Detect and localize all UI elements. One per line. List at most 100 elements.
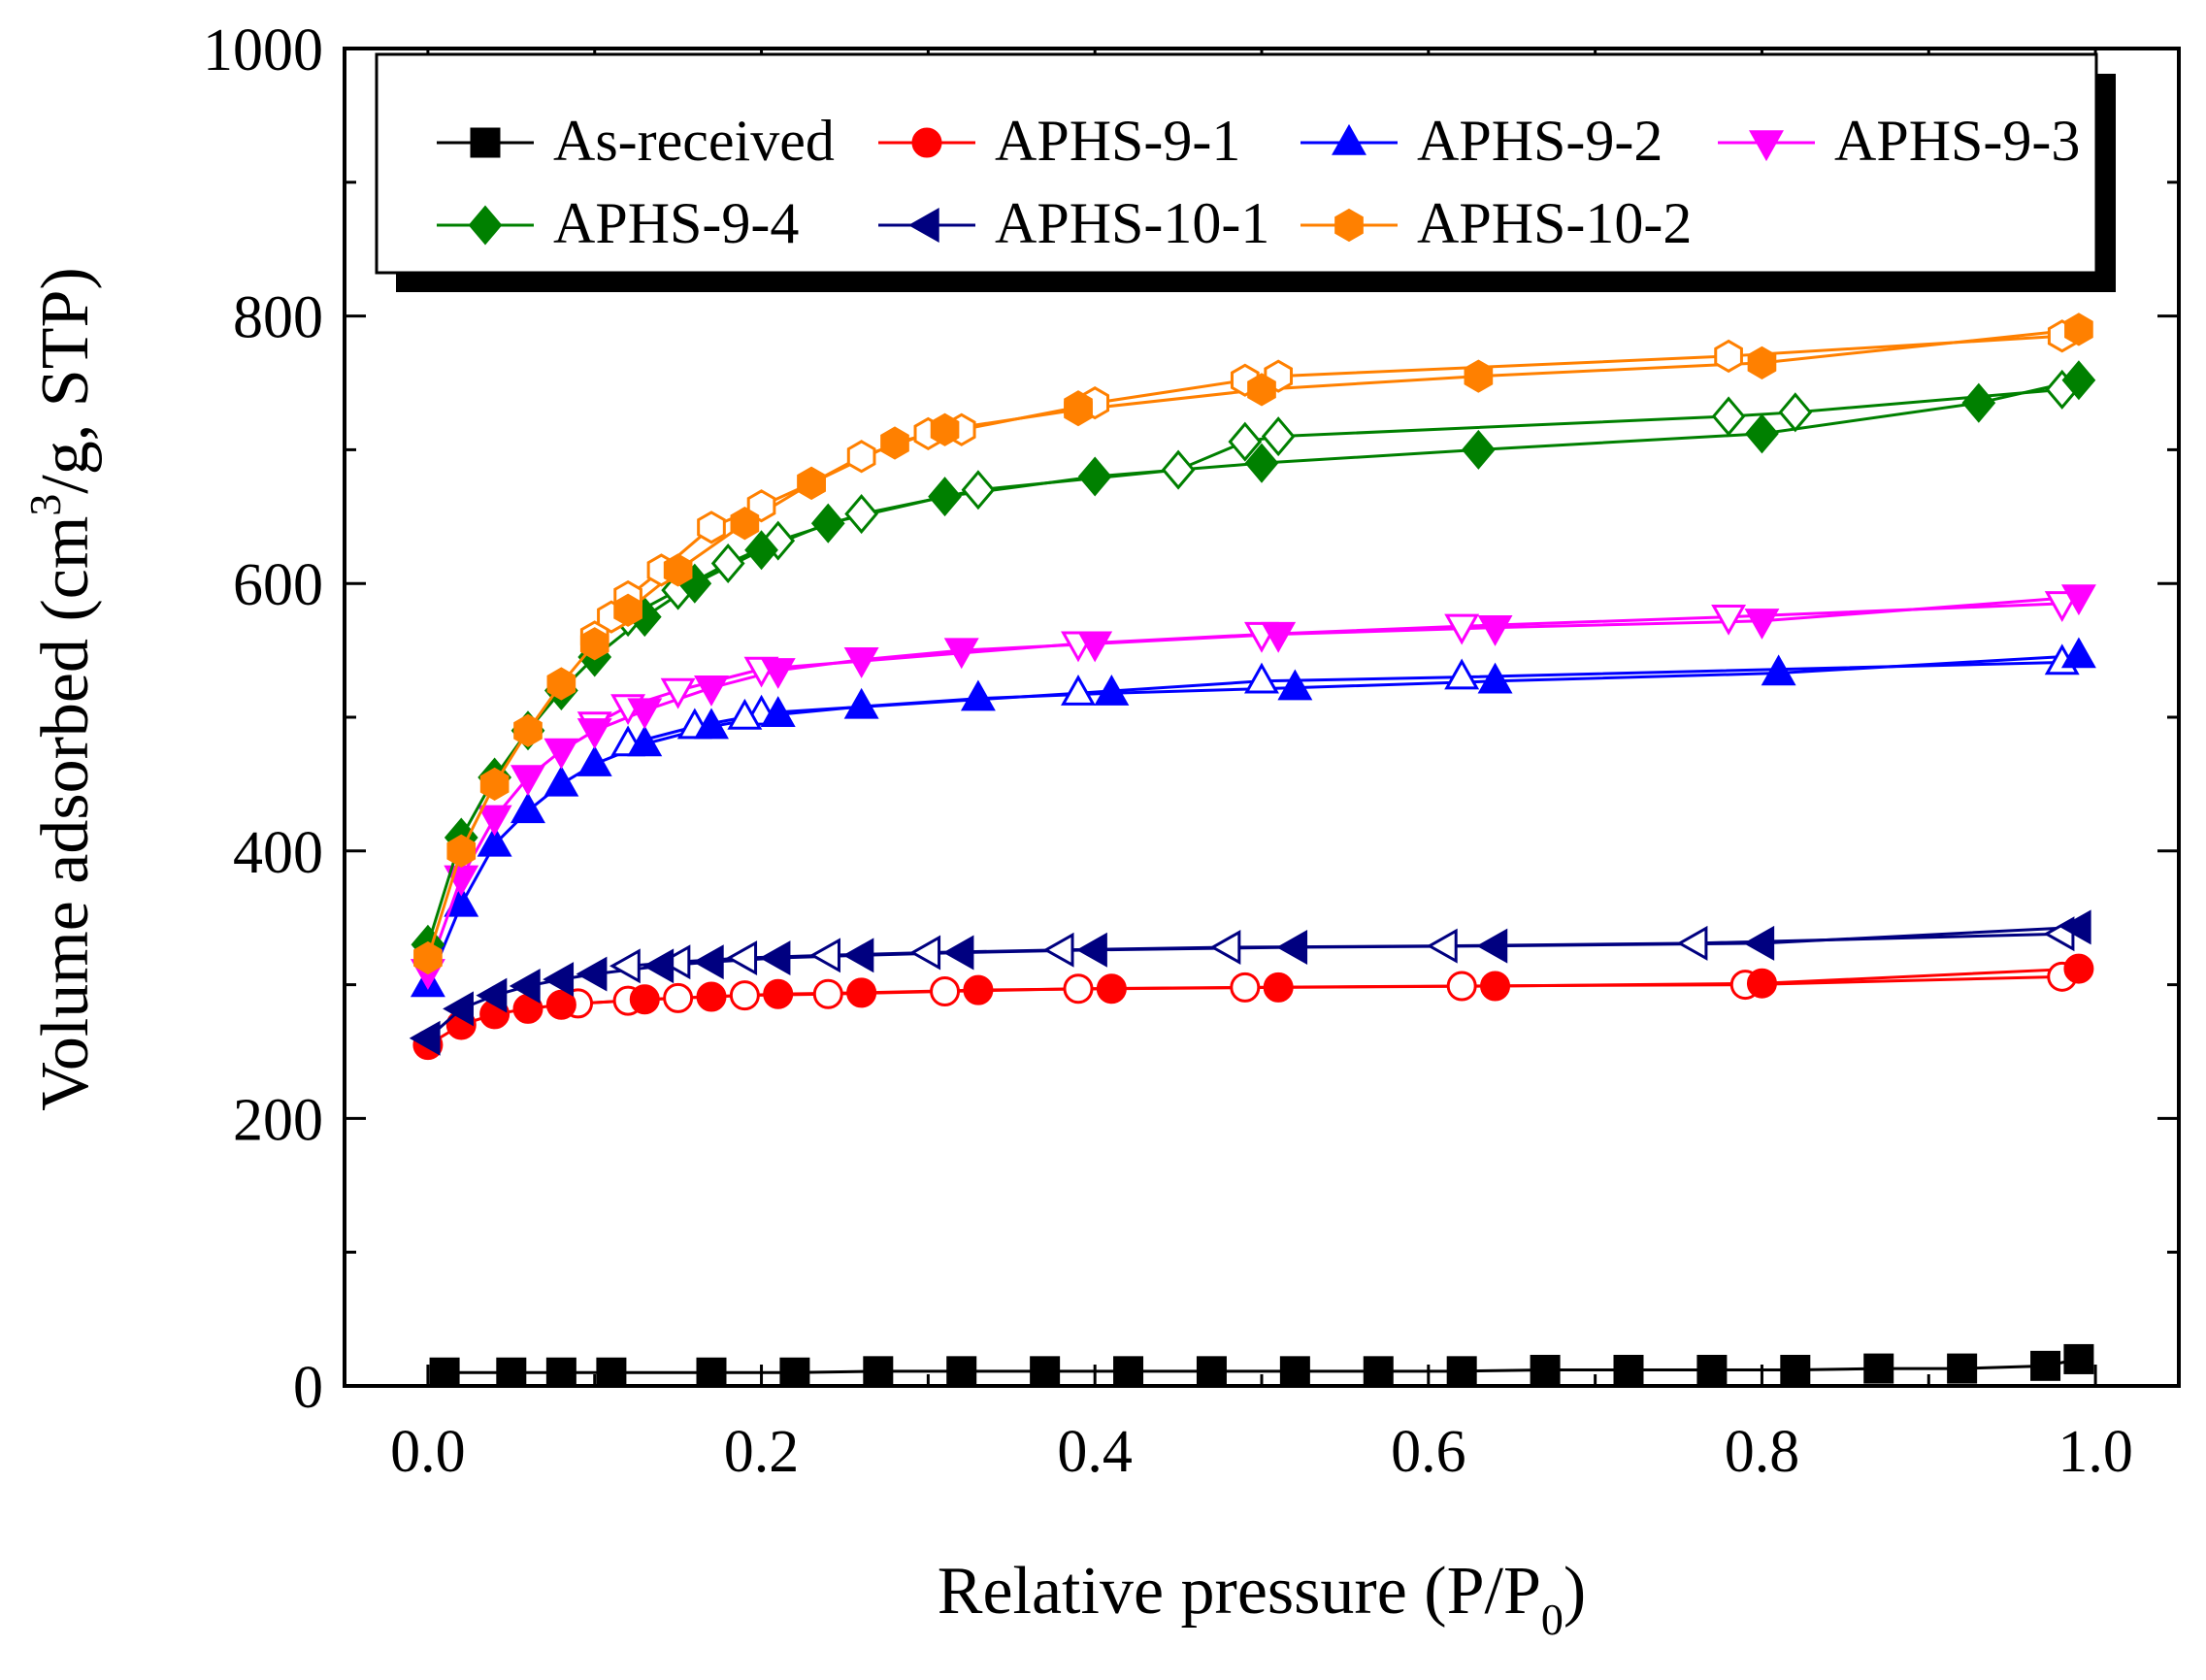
- adsorption-point: [1247, 373, 1276, 407]
- desorption-point: [609, 948, 641, 984]
- adsorption-point: [510, 792, 545, 824]
- adsorption-point: [429, 1357, 460, 1388]
- adsorption-point: [579, 627, 609, 661]
- desorption-point: [1209, 930, 1241, 965]
- legend-label: APHS-9-4: [553, 191, 799, 255]
- adsorption-point: [510, 765, 545, 797]
- adsorption-point: [759, 940, 791, 976]
- legend-item-as-received: As-received: [437, 109, 835, 173]
- adsorption-point: [1947, 1353, 1978, 1384]
- x-axis-title: Relative pressure (P/P0): [938, 1554, 1586, 1644]
- desorption-point: [726, 940, 758, 976]
- adsorption-point: [1780, 1354, 1811, 1385]
- x-tick-label: 0.0: [390, 1419, 466, 1485]
- adsorption-point: [696, 981, 727, 1012]
- adsorption-point: [409, 1020, 441, 1056]
- adsorption-line-as-received: [444, 1357, 2080, 1374]
- legend-item-aphs-9-1: APHS-9-1: [878, 109, 1240, 173]
- adsorption-point: [476, 977, 508, 1013]
- adsorption-point: [842, 938, 874, 973]
- desorption-point: [1444, 613, 1480, 645]
- adsorption-point: [1077, 456, 1112, 497]
- x-tick-label: 0.2: [724, 1419, 800, 1485]
- legend-label: As-received: [553, 109, 835, 173]
- adsorption-point: [2060, 637, 2096, 669]
- adsorption-point: [1094, 675, 1130, 706]
- desorption-point: [697, 511, 726, 544]
- adsorption-point: [1263, 972, 1294, 1003]
- y-tick-label: 600: [233, 552, 323, 618]
- axes-layer: 0.0 0.2 0.4 0.6 0.8 1.0 0 200 400 600 800 1000: [203, 17, 2181, 1485]
- x-axis-title-sub: 0: [1541, 1595, 1564, 1644]
- desorption-point: [729, 980, 760, 1011]
- adsorption-point: [1464, 359, 1494, 393]
- series-aphs-9-3: [410, 584, 2096, 990]
- desorption-point: [1714, 339, 1743, 374]
- desorption-point: [663, 982, 694, 1013]
- adsorption-point: [596, 1357, 627, 1388]
- legend-label: APHS-10-2: [1417, 191, 1692, 255]
- desorption-point: [659, 944, 691, 980]
- y-tick-label: 0: [293, 1355, 323, 1421]
- adsorption-point: [543, 738, 579, 770]
- adsorption-point: [694, 708, 729, 740]
- adsorption-point: [2063, 1343, 2094, 1374]
- y-axis-title: Volume adsorbed (cm3/g, STP): [20, 267, 103, 1110]
- desorption-point: [1230, 972, 1261, 1003]
- adsorption-point: [2059, 909, 2091, 945]
- desorption-point: [1228, 421, 1263, 462]
- legend-item-aphs-10-1: APHS-10-1: [878, 191, 1269, 255]
- adsorption-point: [576, 745, 612, 776]
- adsorption-point: [928, 477, 962, 517]
- y-tick-label: 200: [233, 1087, 323, 1153]
- y-axis-title-end: /g, STP): [28, 267, 103, 493]
- adsorption-point: [843, 647, 879, 678]
- legend-box: [375, 52, 2098, 275]
- adsorption-point: [1613, 1354, 1644, 1385]
- adsorption-point: [930, 412, 960, 446]
- adsorption-point: [543, 765, 579, 797]
- x-tick-label: 0.6: [1391, 1419, 1466, 1485]
- adsorption-point: [1064, 392, 1093, 427]
- desorption-point: [846, 440, 876, 474]
- series-layer: [409, 313, 2096, 1388]
- legend-label: APHS-9-1: [995, 109, 1240, 173]
- adsorption-point: [779, 1357, 810, 1388]
- adsorption-point: [1961, 382, 1996, 423]
- adsorption-point: [1277, 669, 1313, 701]
- adsorption-point: [627, 725, 663, 757]
- adsorption-point: [479, 767, 510, 802]
- adsorption-point: [513, 713, 543, 747]
- adsorption-point: [1077, 631, 1113, 663]
- desorption-point: [710, 544, 745, 584]
- adsorption-point: [946, 1356, 977, 1387]
- adsorption-point: [1196, 1356, 1227, 1387]
- adsorption-point: [1096, 973, 1127, 1005]
- adsorption-point: [863, 1356, 894, 1387]
- adsorption-line-aphs-9-3: [426, 595, 2080, 972]
- adsorption-point: [942, 935, 974, 971]
- desorption-point: [1711, 396, 1746, 437]
- desorption-point: [727, 698, 763, 730]
- adsorption-point: [545, 989, 576, 1020]
- adsorption-point: [1477, 614, 1513, 646]
- adsorption-point: [1113, 1356, 1144, 1387]
- desorption-point: [1446, 971, 1477, 1002]
- adsorption-point: [1480, 971, 1511, 1002]
- desorption-point: [1711, 604, 1747, 636]
- x-tick-label: 0.8: [1725, 1419, 1800, 1485]
- adsorption-point: [1863, 1353, 1894, 1384]
- adsorption-point: [477, 825, 512, 857]
- adsorption-point: [1279, 1356, 1310, 1387]
- desorption-point: [812, 978, 843, 1009]
- desorption-point: [1063, 973, 1094, 1005]
- y-axis-title-sup: 3: [20, 494, 70, 516]
- adsorption-point: [1696, 1354, 1728, 1385]
- y-tick-label: 800: [233, 285, 323, 351]
- adsorption-point: [1746, 968, 1777, 999]
- adsorption-point: [642, 948, 675, 984]
- adsorption-point: [509, 969, 541, 1004]
- adsorption-point: [694, 675, 729, 707]
- adsorption-point: [760, 658, 796, 689]
